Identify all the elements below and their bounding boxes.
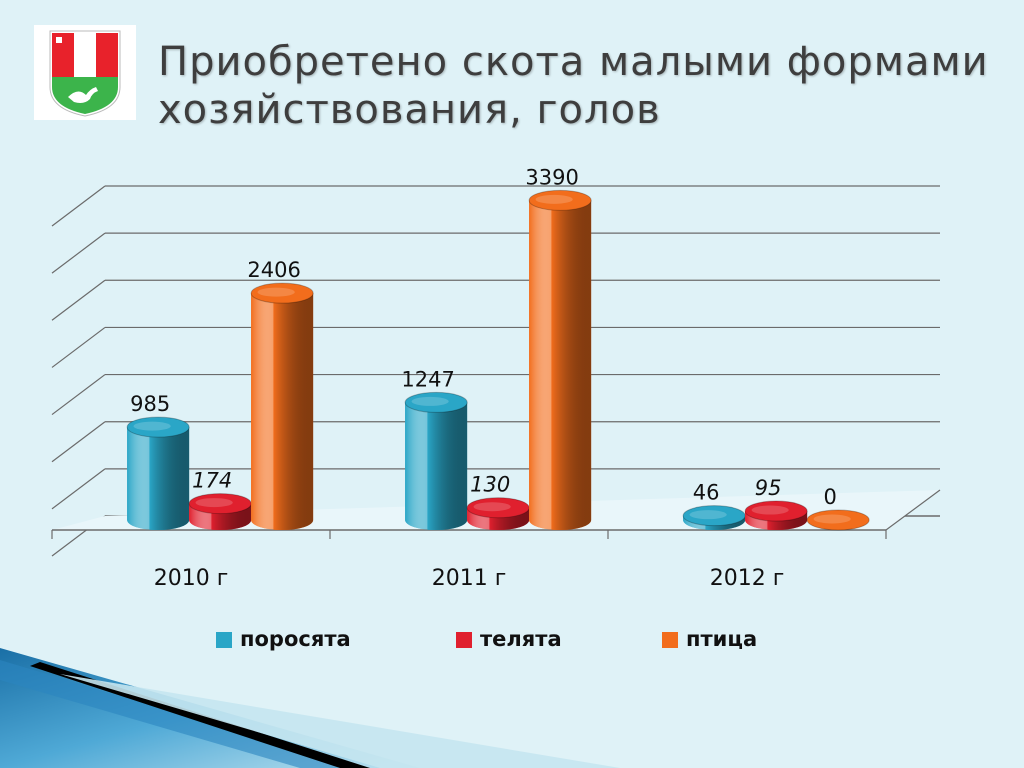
legend-label: телята xyxy=(480,627,562,651)
legend-item-поросята: поросята xyxy=(216,627,351,651)
floor-edge xyxy=(885,489,941,531)
data-label-поросята-2011-г: 1247 xyxy=(401,367,454,391)
legend-swatch xyxy=(662,632,678,648)
bar-поросята-2010-г xyxy=(126,416,190,530)
data-label-телята-2012-г: 95 xyxy=(755,476,782,500)
grid-line-side xyxy=(51,232,106,274)
data-label-поросята-2010-г: 985 xyxy=(130,392,170,416)
bar-телята-2011-г xyxy=(466,497,530,530)
chart-legend: поросята телята птица xyxy=(216,627,757,651)
x-tick-label: 2012 г xyxy=(710,566,785,591)
x-tick-label: 2011 г xyxy=(432,566,507,591)
legend-swatch xyxy=(216,632,232,648)
data-label-телята-2011-г: 130 xyxy=(470,473,510,497)
bar-телята-2012-г xyxy=(744,500,808,530)
x-tick-label: 2010 г xyxy=(154,566,229,591)
bar-поросята-2011-г xyxy=(404,391,468,530)
grid-line-side xyxy=(51,326,106,368)
data-label-птица-2011-г: 3390 xyxy=(525,165,578,189)
bar-телята-2010-г xyxy=(188,493,252,530)
data-label-поросята-2012-г: 46 xyxy=(693,481,720,505)
grid-line-side xyxy=(51,185,106,227)
grid-line-side xyxy=(51,421,106,463)
data-label-телята-2010-г: 174 xyxy=(192,469,232,493)
legend-swatch xyxy=(456,632,472,648)
legend-label: поросята xyxy=(240,627,351,651)
chart-grid xyxy=(51,185,940,557)
grid-line-side xyxy=(51,279,106,321)
legend-label: птица xyxy=(686,627,757,651)
chart-bars xyxy=(126,189,870,531)
grid-line-side xyxy=(51,374,106,416)
corner-decoration xyxy=(0,648,620,768)
grid-line-side xyxy=(51,468,106,510)
bar-поросята-2012-г xyxy=(682,505,746,530)
coat-of-arms-icon xyxy=(34,25,136,120)
chart-data-labels: 985 174 2406 1247 130 3390 46 95 0 xyxy=(130,165,837,509)
legend-item-телята: телята xyxy=(456,627,562,651)
bar-птица-2010-г xyxy=(250,282,314,530)
data-label-птица-2012-г: 0 xyxy=(823,485,836,509)
chart-x-ticks: 2010 г 2011 г 2012 г xyxy=(154,566,785,591)
bar-птица-2011-г xyxy=(528,189,592,530)
slide-title: Приобретено скота малыми формами хозяйст… xyxy=(158,39,989,133)
data-label-птица-2010-г: 2406 xyxy=(247,258,300,282)
legend-item-птица: птица xyxy=(662,627,757,651)
bar-птица-2012-г xyxy=(806,509,870,531)
